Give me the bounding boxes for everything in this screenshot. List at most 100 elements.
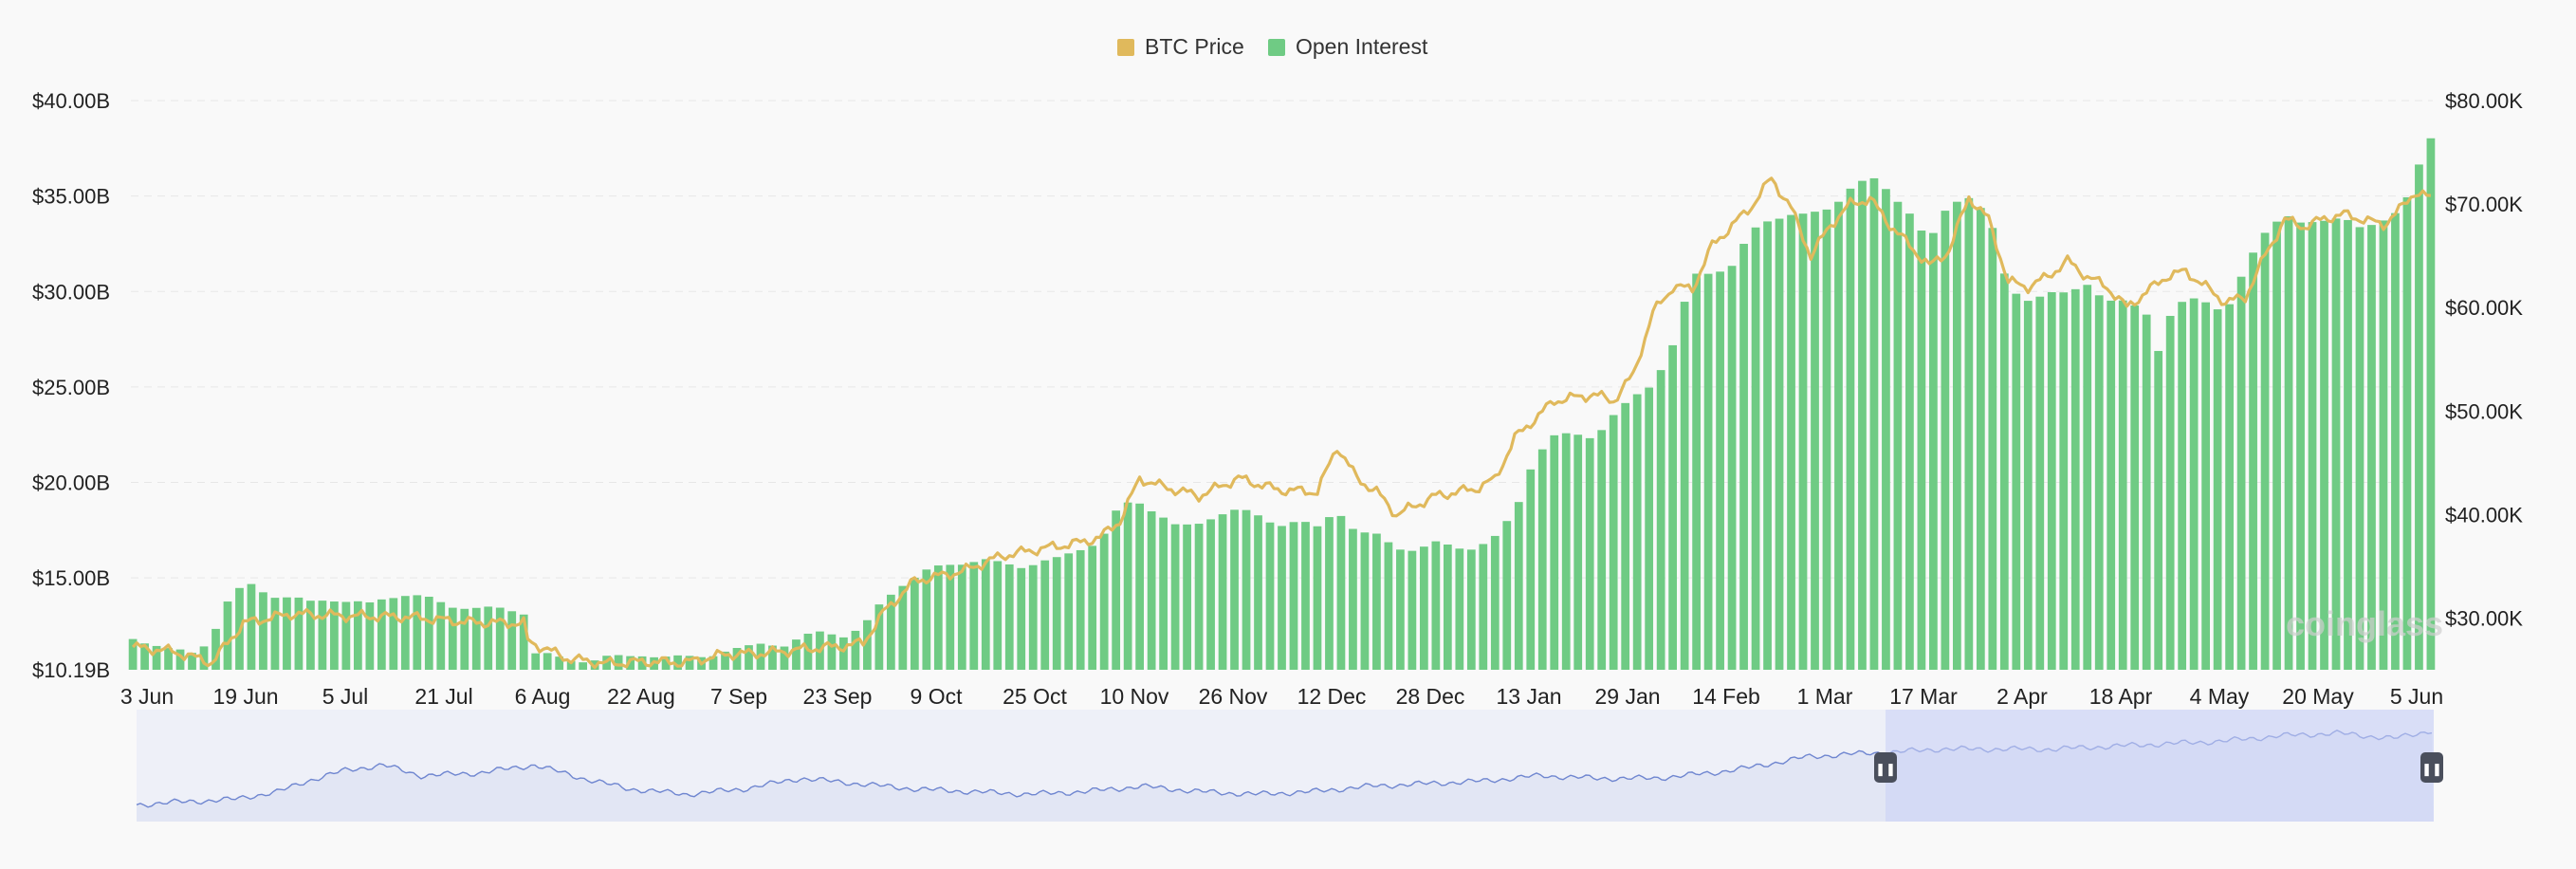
oi-bar — [1680, 302, 1689, 670]
oi-bar — [1431, 541, 1441, 670]
oi-bar — [886, 594, 895, 670]
range-navigator[interactable]: ❚❚ ❚❚ — [136, 710, 2443, 822]
oi-bar — [1419, 546, 1428, 670]
oi-bar — [579, 662, 588, 670]
oi-bar — [2130, 305, 2140, 670]
oi-bar — [2426, 138, 2436, 670]
oi-bar — [460, 608, 469, 670]
oi-bar — [377, 599, 386, 670]
oi-bar — [626, 656, 635, 670]
x-axis-tick: 13 Jan — [1496, 684, 1561, 709]
oi-bar — [519, 614, 528, 670]
legend-item-btc-price[interactable]: BTC Price — [1117, 34, 1244, 59]
x-axis-tick: 20 May — [2282, 684, 2354, 709]
oi-bar — [1455, 548, 1464, 670]
oi-bar — [614, 655, 623, 670]
oi-bar — [1313, 526, 1322, 670]
left-axis-tick: $25.00B — [32, 376, 110, 399]
oi-bar — [484, 606, 493, 670]
navigator-left-handle[interactable]: ❚❚ — [1874, 752, 1897, 783]
oi-bar — [1952, 201, 1961, 670]
left-axis: $40.00B $35.00B $30.00B $25.00B $20.00B $15.0… — [32, 89, 110, 682]
oi-bar — [199, 646, 209, 670]
oi-bar — [1408, 550, 1417, 670]
oi-bar — [1905, 213, 1914, 670]
legend-item-open-interest[interactable]: Open Interest — [1268, 34, 1428, 59]
oi-bar — [1384, 542, 1393, 670]
oi-bar — [531, 653, 541, 670]
navigator-selection[interactable] — [1886, 710, 2434, 822]
oi-bar — [1502, 521, 1512, 670]
oi-bar — [1147, 510, 1156, 670]
oi-bar — [2012, 293, 2021, 670]
oi-bar — [780, 646, 789, 670]
oi-bar — [1230, 509, 1239, 670]
oi-bar — [1999, 273, 2009, 670]
oi-bar — [1550, 434, 1559, 670]
oi-bar — [2296, 222, 2305, 670]
oi-bar — [1194, 524, 1204, 670]
oi-bar — [1040, 560, 1050, 670]
oi-bar — [1159, 517, 1168, 670]
oi-bar — [1349, 528, 1357, 670]
oi-bar — [1064, 553, 1074, 670]
oi-bar — [2308, 222, 2317, 670]
oi-bar — [2178, 302, 2187, 670]
oi-bar — [1727, 266, 1737, 670]
oi-bar — [827, 634, 837, 670]
oi-bar — [1964, 197, 1974, 670]
navigator-right-grip-icon: ❚❚ — [2421, 762, 2442, 777]
right-axis-tick: $70.00K — [2445, 193, 2523, 216]
x-axis-tick: 12 Dec — [1297, 684, 1367, 709]
oi-bar — [1099, 533, 1109, 670]
oi-bar — [330, 601, 339, 670]
open-interest-bars — [128, 138, 2436, 671]
x-axis: 3 Jun 19 Jun 5 Jul 21 Jul 6 Aug 22 Aug 7 Sep 23… — [120, 684, 2443, 709]
oi-bar — [874, 604, 884, 670]
oi-bar — [1692, 273, 1701, 670]
oi-bar — [1893, 201, 1903, 671]
oi-bar — [507, 611, 517, 670]
oi-bar — [1183, 524, 1191, 670]
x-axis-tick: 14 Feb — [1692, 684, 1760, 709]
oi-bar — [756, 643, 765, 670]
oi-bar — [341, 601, 351, 670]
btc-price-line — [131, 176, 2431, 670]
oi-bar — [1278, 526, 1286, 670]
oi-bar — [1135, 503, 1145, 670]
oi-bar — [1561, 433, 1571, 670]
right-axis: $80.00K $70.00K $60.00K $50.00K $40.00K $30.0… — [2445, 89, 2523, 630]
oi-bar — [2059, 292, 2069, 670]
oi-bar — [1537, 449, 1547, 670]
oi-bar — [673, 655, 682, 670]
oi-bar — [851, 630, 860, 670]
oi-bar — [957, 564, 966, 670]
x-axis-tick: 22 Aug — [607, 684, 675, 709]
oi-bar — [1585, 437, 1594, 670]
oi-bar — [2107, 300, 2116, 670]
navigator-right-handle[interactable]: ❚❚ — [2420, 752, 2443, 783]
oi-bar — [2391, 213, 2400, 670]
oi-bar — [910, 578, 919, 670]
oi-bar — [566, 660, 576, 670]
oi-bar — [637, 656, 647, 670]
oi-bar — [1703, 273, 1713, 670]
x-axis-tick: 5 Jun — [2390, 684, 2443, 709]
oi-bar — [792, 639, 800, 670]
oi-bar — [353, 601, 362, 670]
oi-bar — [1443, 544, 1452, 670]
oi-bar — [212, 628, 220, 670]
oi-bar — [2249, 252, 2257, 670]
oi-bar — [1265, 522, 1275, 670]
oi-bar — [839, 637, 848, 670]
oi-bar — [1112, 510, 1121, 670]
oi-bar — [721, 651, 729, 670]
oi-bar — [2189, 298, 2199, 670]
oi-bar — [424, 596, 433, 670]
oi-bar — [413, 595, 422, 670]
left-axis-tick: $40.00B — [32, 89, 110, 113]
oi-bar — [2355, 227, 2364, 670]
oi-bar — [1206, 519, 1215, 670]
